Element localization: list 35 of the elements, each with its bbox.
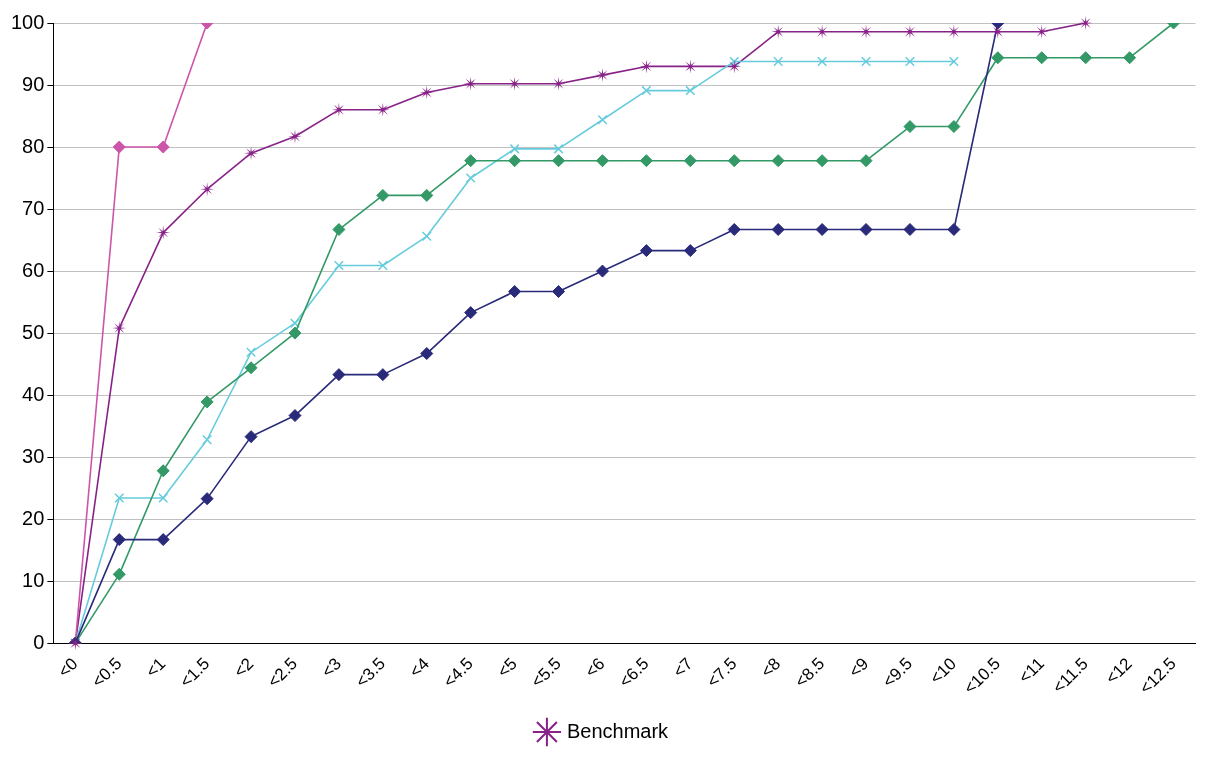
x-tick-label: <0 bbox=[54, 654, 82, 682]
x-tick-label: <2 bbox=[230, 654, 258, 682]
x-tick-label: <7 bbox=[669, 654, 697, 682]
x-tick-label: <3.5 bbox=[351, 654, 389, 692]
y-tick-label: 40 bbox=[22, 382, 45, 405]
y-tick-label: 30 bbox=[22, 444, 45, 467]
x-tick-label: <8.5 bbox=[791, 654, 829, 692]
y-tick-label: 100 bbox=[10, 10, 45, 33]
x-tick-label: <11 bbox=[1014, 654, 1048, 688]
legend-label: Benchmark bbox=[566, 719, 670, 742]
y-tick-label: 60 bbox=[22, 258, 45, 281]
y-tick-label: 20 bbox=[22, 506, 45, 529]
x-tick-label: <4 bbox=[405, 654, 433, 682]
x-tick-label: <3 bbox=[317, 654, 346, 682]
x-tick-label: <9 bbox=[845, 654, 873, 682]
x-tick-label: <6.5 bbox=[615, 654, 653, 692]
x-tick-label: <0.5 bbox=[88, 654, 126, 692]
y-tick-label: 50 bbox=[22, 320, 45, 343]
x-tick-label: <7.5 bbox=[703, 654, 741, 692]
x-tick-label: <10 bbox=[926, 654, 961, 688]
x-tick-label: <4.5 bbox=[439, 654, 477, 692]
x-tick-label: <12 bbox=[1101, 654, 1136, 688]
x-tick-label: <6 bbox=[581, 654, 609, 682]
x-tick-label: <1 bbox=[142, 654, 170, 682]
x-tick-label: <9.5 bbox=[878, 654, 917, 692]
x-tick-label: <1.5 bbox=[176, 654, 214, 692]
y-tick-label: 0 bbox=[33, 630, 45, 653]
y-tick-label: 10 bbox=[22, 568, 45, 591]
y-tick-label: 70 bbox=[22, 196, 45, 219]
x-tick-label: <8 bbox=[757, 654, 785, 682]
x-tick-label: <2.5 bbox=[263, 654, 302, 692]
y-tick-label: 90 bbox=[22, 72, 45, 95]
x-tick-label: <5 bbox=[493, 654, 521, 682]
x-tick-label: <5.5 bbox=[527, 654, 565, 692]
y-tick-label: 80 bbox=[22, 134, 45, 157]
